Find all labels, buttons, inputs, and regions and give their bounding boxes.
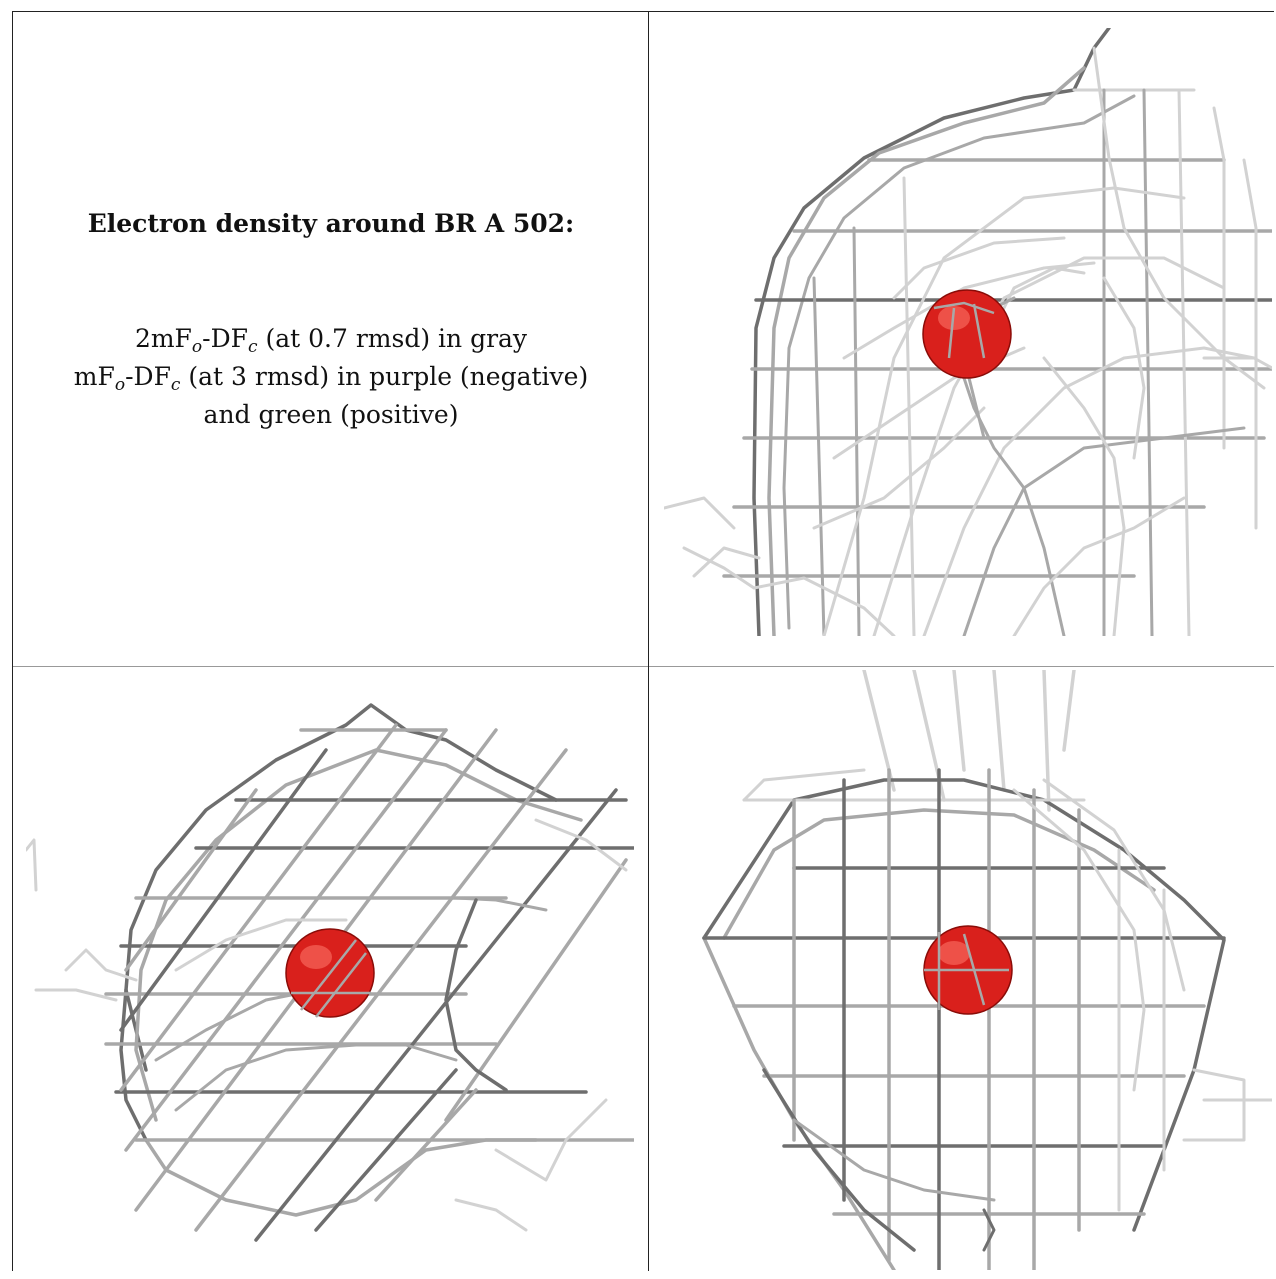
mesh-line (119, 748, 328, 1032)
table-top-border (12, 11, 1274, 12)
mesh-contour (1042, 356, 1126, 636)
mesh-contour (872, 256, 1226, 636)
mesh-contour (962, 426, 1246, 636)
mesh-line (374, 1088, 478, 1202)
mesh-contour (762, 1068, 916, 1252)
mesh-contour (682, 546, 896, 636)
table-left-border (12, 11, 13, 1271)
mesh-contour (1092, 46, 1266, 390)
mesh-line (1242, 158, 1258, 530)
atom-mesh-overlay (933, 301, 995, 359)
mesh-line (1042, 670, 1051, 812)
atom-sphere (923, 925, 1013, 1015)
mesh-contour (982, 1208, 996, 1252)
mesh-line (812, 276, 826, 636)
mesh-line (124, 788, 258, 972)
mesh-contour (692, 546, 761, 578)
mesh-contour (1042, 778, 1186, 992)
mesh-contour (534, 818, 628, 872)
mesh-contour (124, 703, 558, 1072)
mesh-contour (822, 186, 1186, 636)
mesh-contour (922, 346, 1256, 636)
mesh-line (992, 670, 1006, 792)
mesh-contour (1102, 276, 1146, 460)
mesh-contour (1202, 356, 1272, 370)
caption-cell: Electron density around BR A 502: 2mFo-D… (13, 12, 649, 666)
mesh-contour (702, 778, 1226, 1232)
density-view-bottom-right (664, 670, 1272, 1270)
mesh-contour (1012, 788, 1146, 1092)
mesh-line (254, 788, 618, 1242)
caption-line-2mfo: 2mFo-DFc (at 0.7 rmsd) in gray (134, 324, 528, 357)
mesh-contour (64, 948, 138, 982)
mesh-line (119, 723, 398, 1092)
mesh-contour (454, 1198, 528, 1232)
mesh-contour (842, 261, 1096, 360)
mesh-contour (174, 1043, 458, 1112)
mesh-view-1 (664, 28, 1272, 636)
mesh-contour (1012, 496, 1186, 636)
caption-line-mfo: mFo-DFc (at 3 rmsd) in purple (negative) (73, 362, 589, 395)
table-middle-border (12, 666, 1274, 667)
mesh-contour (454, 896, 548, 912)
table-center-border (648, 11, 649, 1271)
mesh-view-3 (702, 670, 1272, 1270)
mesh-contour (742, 768, 866, 802)
mesh-contour (34, 988, 118, 1002)
mesh-contour (812, 406, 986, 530)
mesh-contour (892, 236, 1066, 300)
mesh-contour (174, 918, 348, 972)
mesh-line (952, 670, 966, 772)
mesh-contour (752, 28, 1111, 636)
mesh-contour (26, 838, 38, 892)
caption-title: Electron density around BR A 502: (87, 209, 575, 238)
mesh-contour (494, 1098, 608, 1182)
mesh-contour (782, 94, 1136, 630)
density-view-top-right (664, 28, 1272, 636)
mesh-contour (1182, 1068, 1246, 1142)
atom-sphere (922, 289, 1012, 379)
atom-highlight (300, 945, 332, 969)
mesh-contour (119, 988, 148, 1142)
mesh-line (1142, 88, 1154, 636)
caption-description: 2mFo-DFc (at 0.7 rmsd) in gray mFo-DFc (… (13, 320, 649, 434)
atom-mesh-overlay (291, 939, 371, 1018)
mesh-contour (767, 66, 1086, 636)
mesh-contour (664, 496, 736, 530)
atom-highlight (938, 941, 970, 965)
mesh-contour (702, 936, 896, 1270)
mesh-contour (792, 1118, 996, 1202)
mesh-view-2 (26, 703, 634, 1242)
mesh-contour (962, 376, 1066, 636)
mesh-line (1177, 88, 1191, 636)
mesh-line (314, 1068, 458, 1232)
mesh-line (124, 728, 448, 1152)
caption-line-green: and green (positive) (203, 400, 459, 429)
atom-sphere (285, 928, 375, 1018)
mesh-line (1062, 670, 1076, 752)
mesh-contour (722, 808, 1156, 940)
mesh-contour (992, 266, 1086, 330)
mesh-line (194, 748, 568, 1232)
mesh-line (444, 858, 628, 1122)
mesh-line (852, 226, 861, 636)
density-view-bottom-left (26, 670, 634, 1270)
mesh-contour (134, 748, 583, 1122)
atom-mesh-overlay (924, 932, 1009, 1010)
mesh-contour (444, 898, 508, 1092)
